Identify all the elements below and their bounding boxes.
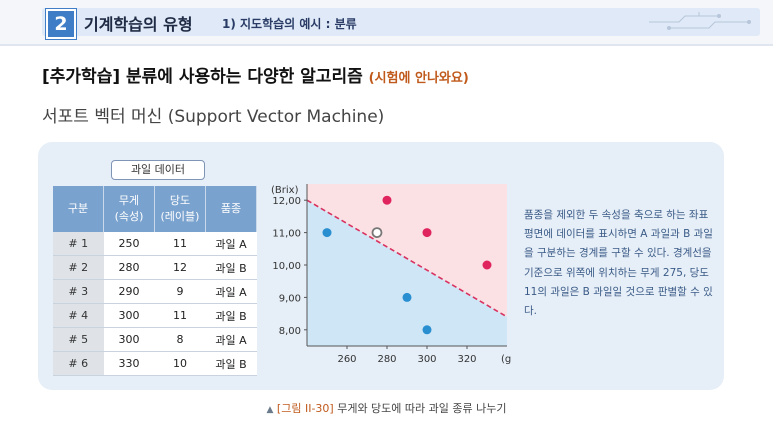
row-sugar-cell: 8 — [154, 327, 206, 352]
point-fruit-b — [482, 260, 492, 270]
section-title: 기계학습의 유형 — [84, 15, 193, 34]
point-unknown — [371, 227, 383, 238]
point-fruit-a — [422, 325, 432, 335]
row-id-cell: # 2 — [53, 255, 104, 280]
row-kind-cell: 과일 B — [205, 255, 257, 280]
figure-caption: ▲ [그림 II-30] 무게와 당도에 따라 과일 종류 나누기 — [0, 400, 773, 416]
x-tick-label: 300 — [417, 354, 436, 365]
chart-points — [322, 195, 492, 335]
table-row: # 2 280 12 과일 B — [53, 255, 257, 280]
row-id-cell: # 3 — [53, 279, 104, 304]
main-title: [추가학습] 분류에 사용하는 다양한 알고리즘 (시험에 안나와요) — [42, 62, 469, 87]
main-title-text: [추가학습] 분류에 사용하는 다양한 알고리즘 — [42, 67, 363, 87]
x-axis-label: (g) — [501, 354, 512, 365]
row-sugar-cell: 10 — [154, 351, 206, 376]
row-weight-cell: 300 — [103, 327, 155, 352]
table-row: # 6 330 10 과일 B — [53, 351, 257, 376]
row-id-cell: # 5 — [53, 327, 104, 352]
y-tick-label: 12,00 — [272, 196, 301, 207]
x-tick-label: 280 — [377, 354, 396, 365]
caption-arrow-icon: ▲ — [266, 405, 274, 415]
chart-regions — [307, 184, 507, 346]
row-kind-cell: 과일 B — [205, 351, 257, 376]
caption-text: 무게와 당도에 따라 과일 종류 나누기 — [337, 402, 507, 415]
x-tick-label: 320 — [457, 354, 476, 365]
row-id-cell: # 6 — [53, 351, 104, 376]
table-row: # 5 300 8 과일 A — [53, 327, 257, 352]
y-tick-label: 10,00 — [272, 261, 301, 272]
y-tick-label: 11,00 — [272, 229, 301, 240]
row-sugar-cell: 9 — [154, 279, 206, 304]
row-kind-cell: 과일 A — [205, 327, 257, 352]
fruit-data-table: 구분 무게 (속성) 당도 (레이블) 품종 # 1 250 11 과일 A # 2 28… — [53, 186, 257, 376]
y-axis-label: (Brix) — [271, 185, 299, 196]
circuit-decoration-icon — [649, 12, 751, 30]
svm-title: 서포트 벡터 머신 (Support Vector Machine) — [42, 107, 385, 127]
caption-tag: [그림 II-30] — [276, 402, 334, 415]
row-kind-cell: 과일 A — [205, 232, 257, 256]
point-fruit-b — [382, 195, 392, 205]
header-band — [42, 8, 760, 36]
point-fruit-a — [322, 228, 332, 238]
y-tick-label: 9,00 — [279, 293, 301, 304]
table-row: # 3 290 9 과일 A — [53, 279, 257, 304]
x-tick-label: 260 — [337, 354, 356, 365]
region-a — [307, 200, 507, 346]
explanation-text: 품종을 제외한 두 속성을 축으로 하는 좌표평면에 데이터를 표시하면 A 과… — [524, 209, 713, 318]
chapter-badge: 2 — [46, 9, 76, 39]
table-row: # 1 250 11 과일 A — [53, 232, 257, 256]
row-weight-cell: 300 — [103, 303, 155, 328]
header-cell-sugar: 당도 (레이블) — [154, 186, 206, 232]
header-cell-kind: 품종 — [205, 186, 257, 232]
header-bar: 2 기계학습의 유형 1) 지도학습의 예시 : 분류 — [0, 0, 773, 46]
header-cell-weight: 무게 (속성) — [103, 186, 155, 232]
table-body: # 1 250 11 과일 A # 2 280 12 과일 B # 3 290 9 과일 A # 4 30… — [53, 232, 257, 376]
table-row: # 4 300 11 과일 B — [53, 303, 257, 328]
header-cell-id: 구분 — [53, 186, 104, 232]
row-id-cell: # 1 — [53, 232, 104, 256]
row-sugar-cell: 11 — [154, 303, 206, 328]
point-fruit-a — [402, 292, 412, 302]
row-kind-cell: 과일 B — [205, 303, 257, 328]
row-kind-cell: 과일 A — [205, 279, 257, 304]
region-b — [307, 184, 507, 317]
point-fruit-b — [422, 228, 432, 238]
scatter-chart: 8,00 9,00 10,00 11,00 12,00 260 280 300 320 (Brix… — [271, 184, 512, 365]
row-weight-cell: 330 — [103, 351, 155, 376]
table-label: 과일 데이터 — [111, 160, 205, 180]
row-weight-cell: 250 — [103, 232, 155, 256]
row-weight-cell: 280 — [103, 255, 155, 280]
chart-ticks: 8,00 9,00 10,00 11,00 12,00 260 280 300 320 (Brix… — [271, 185, 512, 365]
row-id-cell: # 4 — [53, 303, 104, 328]
y-tick-label: 8,00 — [279, 326, 301, 337]
row-sugar-cell: 11 — [154, 232, 206, 256]
row-weight-cell: 290 — [103, 279, 155, 304]
table-header-row: 구분 무게 (속성) 당도 (레이블) 품종 — [53, 186, 257, 232]
sub-title: 1) 지도학습의 예시 : 분류 — [222, 17, 357, 31]
row-sugar-cell: 12 — [154, 255, 206, 280]
main-title-note: (시험에 안나와요) — [368, 71, 469, 86]
decision-boundary-line — [307, 199, 507, 318]
